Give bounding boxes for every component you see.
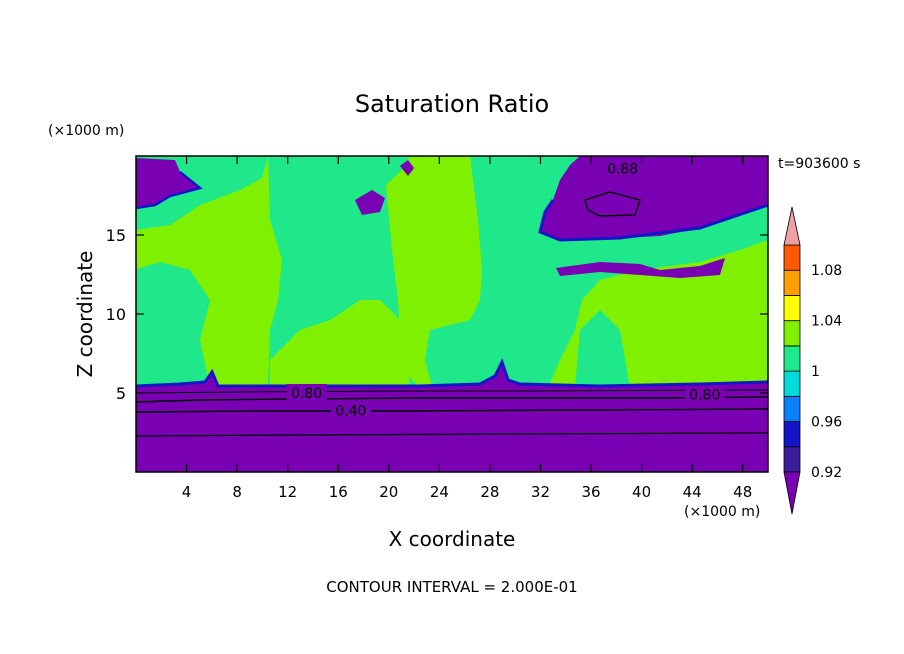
- colorbar-swatch: [783, 395, 801, 422]
- contour-line-1: [136, 396, 768, 403]
- x-axis: 4 8 12 16 20 24 28 32 36 40 44 48: [182, 156, 752, 501]
- contour-label-bg: [684, 385, 725, 402]
- dry-streak-right: [556, 258, 725, 278]
- contour-labels: 0.80 0.40 0.80 0.88: [286, 159, 725, 419]
- dry-patch-b: [400, 160, 414, 176]
- y-tick-label: 15: [106, 226, 126, 245]
- colorbar-swatch: [783, 370, 801, 397]
- x-tick-label: 20: [379, 483, 398, 501]
- contour-label: 0.80: [291, 386, 322, 402]
- dry-patch-a: [355, 190, 385, 215]
- contour-label: 0.80: [689, 388, 720, 404]
- saturated-column-mid-left: [270, 300, 410, 387]
- lower-layer-edge: [136, 358, 768, 388]
- saturated-column-left-2: [210, 290, 266, 382]
- moist-edge-upper-left: [136, 171, 203, 210]
- colorbar: 0.92 0.96 1 1.04 1.08: [783, 206, 842, 515]
- contour-label: 0.40: [335, 403, 366, 419]
- x-tick-label: 16: [329, 483, 348, 501]
- x-axis-label: X coordinate: [389, 527, 516, 551]
- colorbar-swatch: [783, 421, 801, 448]
- colorbar-swatch: [783, 345, 801, 372]
- moist-edge-upper-right: [538, 199, 768, 242]
- contour-line-upper: [584, 191, 641, 217]
- colorbar-swatch: [783, 320, 801, 347]
- contour-label-bg: [602, 159, 643, 176]
- contour-line-3: [136, 432, 768, 437]
- saturation-field: [136, 156, 768, 472]
- y-tick-label: 10: [106, 305, 126, 324]
- time-label: t=903600 s: [778, 156, 860, 172]
- dry-region-upper-left: [136, 158, 200, 208]
- x-tick-label: 36: [581, 483, 600, 501]
- x-tick-label: 48: [733, 483, 752, 501]
- chart-title: Saturation Ratio: [355, 90, 549, 118]
- colorbar-swatch: [783, 446, 801, 473]
- x-tick-label: 12: [278, 483, 297, 501]
- contour-line-2: [136, 408, 768, 413]
- x-tick-label: 40: [632, 483, 651, 501]
- saturated-column-center: [386, 156, 482, 388]
- x-tick-label: 24: [430, 483, 449, 501]
- colorbar-tick-label: 0.92: [811, 465, 842, 481]
- x-unit-label: (×1000 m): [684, 504, 760, 520]
- contour-label-bg: [330, 401, 371, 418]
- x-tick-label: 32: [531, 483, 550, 501]
- saturated-column-right: [548, 240, 768, 390]
- x-tick-label: 4: [182, 483, 192, 501]
- colorbar-swatch: [783, 295, 801, 322]
- colorbar-tick-label: 0.96: [811, 415, 842, 431]
- dry-region-upper-right: [540, 156, 768, 240]
- x-tick-label: 28: [480, 483, 499, 501]
- y-axis-label: Z coordinate: [73, 251, 97, 378]
- colorbar-tick-label: 1.08: [811, 263, 842, 279]
- contour-interval-footer: CONTOUR INTERVAL = 2.000E-01: [326, 578, 577, 596]
- colorbar-min-arrow: [783, 471, 801, 515]
- contour-line-4: [136, 389, 768, 394]
- colorbar-max-arrow: [783, 206, 801, 246]
- contour-label: 0.88: [607, 162, 638, 178]
- x-tick-label: 8: [232, 483, 242, 501]
- y-axis: 5 10 15: [106, 226, 768, 403]
- colorbar-tick-label: 1.04: [811, 314, 842, 330]
- colorbar-swatch: [783, 244, 801, 271]
- y-tick-label: 5: [116, 384, 126, 403]
- colorbar-tick-label: 1: [811, 364, 820, 380]
- contour-label-bg: [286, 384, 327, 400]
- x-tick-label: 44: [683, 483, 702, 501]
- colorbar-swatch: [783, 269, 801, 296]
- y-unit-label: (×1000 m): [48, 123, 124, 139]
